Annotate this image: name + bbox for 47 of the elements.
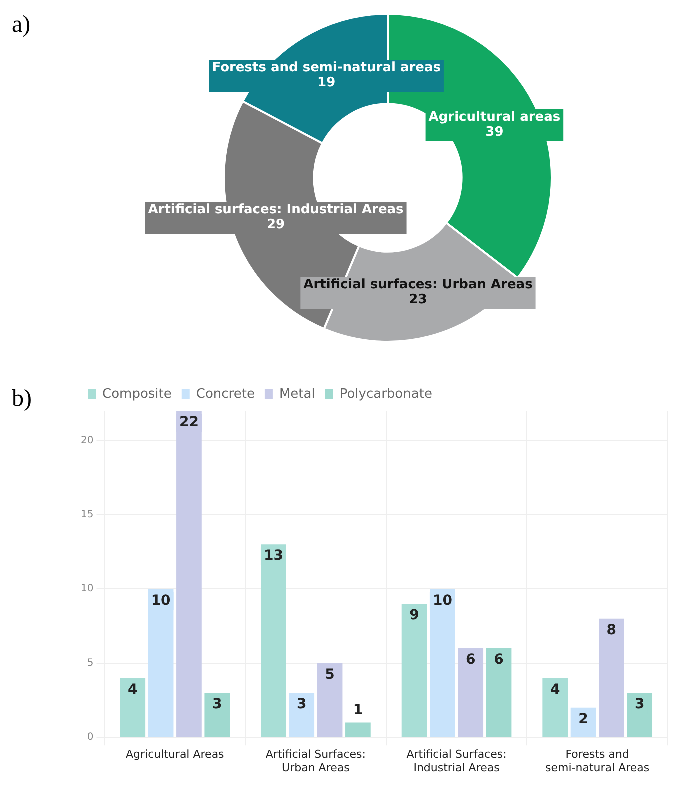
- bar: [261, 544, 286, 738]
- data-label: 22: [179, 414, 199, 431]
- data-label: 10: [432, 592, 453, 609]
- data-label: 8: [606, 622, 617, 638]
- data-label: 3: [296, 696, 307, 713]
- chart-title: b): [12, 386, 32, 413]
- y-tick-label: 10: [80, 584, 94, 595]
- data-label: 19: [318, 76, 336, 91]
- legend-label: Concrete: [196, 386, 255, 402]
- x-tick-label: Artificial Surfaces: Industrial Areas: [406, 748, 507, 774]
- bar: [486, 648, 512, 738]
- bar: [599, 618, 624, 738]
- slice-label: Artificial surfaces: Urban Areas: [304, 277, 534, 292]
- x-tick-label: Artificial Surfaces: Urban Areas: [266, 748, 366, 774]
- bar: [346, 722, 371, 738]
- y-tick-label: 5: [87, 658, 94, 669]
- data-label: 23: [409, 292, 428, 308]
- bar: [176, 411, 202, 738]
- data-label: 2: [578, 712, 588, 728]
- data-label: 10: [151, 592, 172, 609]
- legend-label: Polycarbonate: [340, 386, 432, 402]
- legend-label: Composite: [102, 386, 172, 402]
- data-label: 3: [634, 696, 645, 713]
- data-label: 4: [128, 682, 138, 698]
- legend-label: Metal: [279, 386, 316, 402]
- bar: [402, 604, 428, 738]
- y-tick-label: 0: [87, 732, 94, 744]
- data-label: 3: [212, 696, 222, 713]
- x-tick-label: Agricultural Areas: [126, 748, 225, 762]
- data-label: 5: [325, 667, 335, 684]
- x-tick-label: Forests and semi-natural Areas: [546, 748, 650, 774]
- data-label: 4: [550, 682, 560, 698]
- data-label: 9: [410, 608, 420, 624]
- slice-label: Agricultural areas: [428, 110, 561, 125]
- chart-title: a): [12, 12, 31, 39]
- y-tick-label: 15: [80, 510, 94, 521]
- bar: [458, 648, 484, 738]
- data-label: 29: [266, 217, 286, 232]
- bar: [148, 589, 174, 738]
- data-label: 39: [486, 124, 504, 140]
- data-label: 1: [353, 702, 364, 718]
- data-label: 6: [494, 652, 504, 668]
- data-label: 6: [466, 652, 476, 668]
- slice-label: Artificial surfaces: Industrial Areas: [148, 202, 404, 218]
- data-label: 13: [264, 548, 284, 564]
- slice-label: Forests and semi-natural areas: [212, 60, 442, 76]
- y-tick-label: 20: [80, 435, 94, 446]
